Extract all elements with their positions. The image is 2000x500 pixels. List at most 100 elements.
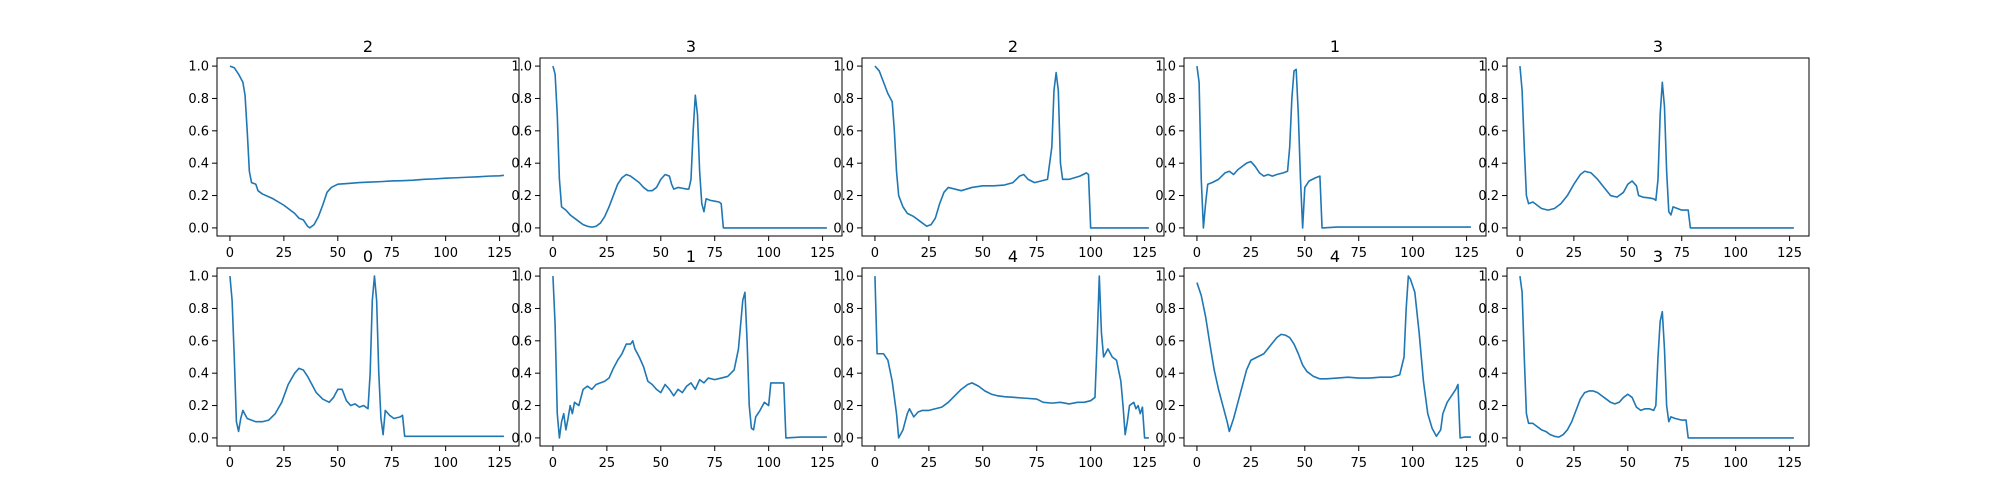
y-tick-label: 0.2	[1155, 399, 1176, 414]
subplot-title: 1	[1330, 37, 1340, 56]
x-tick-label: 125	[810, 456, 835, 471]
y-tick-label: 0.4	[188, 157, 209, 172]
y-tick-label: 1.0	[833, 270, 854, 285]
y-tick-label: 0.8	[1478, 92, 1499, 107]
y-tick-label: 0.6	[188, 124, 209, 139]
subplot-title: 1	[686, 247, 696, 266]
x-tick-label: 75	[1350, 456, 1367, 471]
axes-frame	[216, 57, 520, 237]
y-tick-label: 0.8	[833, 92, 854, 107]
x-tick-label: 0	[226, 246, 234, 261]
y-tick-label: 0.2	[188, 189, 209, 204]
x-tick-label: 50	[975, 456, 992, 471]
x-tick-label: 100	[1400, 456, 1425, 471]
y-tick-label: 0.6	[511, 124, 532, 139]
axes-frame	[861, 57, 1165, 237]
y-tick-label: 0.0	[1155, 221, 1176, 236]
x-tick-label: 75	[706, 456, 723, 471]
y-tick-label: 0.0	[511, 431, 532, 446]
series-line	[1519, 275, 1794, 439]
y-tick-label: 0.6	[833, 124, 854, 139]
y-tick-label: 0.0	[833, 431, 854, 446]
x-tick-label: 125	[487, 456, 512, 471]
x-tick-label: 0	[549, 456, 557, 471]
y-tick-label: 0.6	[1478, 124, 1499, 139]
y-tick-label: 1.0	[833, 60, 854, 75]
subplot-title: 4	[1008, 247, 1018, 266]
x-tick-label: 50	[653, 456, 670, 471]
y-tick-label: 0.4	[1155, 157, 1176, 172]
series-line	[229, 275, 504, 438]
x-tick-label: 50	[1620, 456, 1637, 471]
axes-frame	[539, 57, 843, 237]
y-tick-label: 0.6	[511, 334, 532, 349]
subplot-title: 2	[363, 37, 373, 56]
y-tick-label: 1.0	[1478, 270, 1499, 285]
y-tick-label: 0.2	[1478, 189, 1499, 204]
y-tick-label: 1.0	[1155, 270, 1176, 285]
series-line	[552, 65, 827, 229]
y-tick-label: 0.0	[833, 221, 854, 236]
x-tick-label: 125	[1454, 456, 1479, 471]
x-tick-label: 25	[921, 246, 938, 261]
x-tick-label: 75	[383, 456, 400, 471]
subplot-2: 0 25 50 75 100 125 0.0 0.2 0.4 0.6 0.8 1.0 3	[511, 37, 843, 261]
x-tick-label: 75	[1028, 246, 1045, 261]
x-tick-label: 100	[1078, 456, 1103, 471]
axes-frame	[861, 267, 1165, 447]
y-tick-label: 0.0	[188, 221, 209, 236]
y-tick-label: 0.8	[1155, 302, 1176, 317]
y-tick-label: 0.4	[833, 157, 854, 172]
x-tick-label: 100	[756, 456, 781, 471]
y-tick-label: 0.2	[1478, 399, 1499, 414]
y-tick-label: 0.2	[511, 189, 532, 204]
series-line	[1196, 65, 1471, 229]
x-tick-label: 100	[1078, 246, 1103, 261]
subplot-7: 0 25 50 75 100 125 0.0 0.2 0.4 0.6 0.8 1.0 1	[511, 247, 843, 471]
y-tick-label: 0.6	[1155, 334, 1176, 349]
y-tick-label: 0.0	[1478, 431, 1499, 446]
y-tick-label: 0.2	[833, 189, 854, 204]
x-tick-label: 0	[549, 246, 557, 261]
x-tick-label: 0	[871, 246, 879, 261]
subplot-title: 3	[1653, 37, 1663, 56]
x-tick-label: 0	[1193, 456, 1201, 471]
x-tick-label: 50	[975, 246, 992, 261]
x-tick-label: 75	[1673, 246, 1690, 261]
y-tick-label: 1.0	[1478, 60, 1499, 75]
subplot-6: 0 25 50 75 100 125 0.0 0.2 0.4 0.6 0.8 1.0 0	[188, 247, 520, 471]
y-tick-label: 1.0	[511, 270, 532, 285]
x-tick-label: 75	[1028, 456, 1045, 471]
x-tick-label: 0	[1193, 246, 1201, 261]
y-tick-label: 0.2	[188, 399, 209, 414]
x-tick-label: 50	[1297, 456, 1314, 471]
subplot-title: 3	[1653, 247, 1663, 266]
series-line	[229, 65, 504, 229]
subplot-title: 4	[1330, 247, 1340, 266]
x-tick-label: 25	[276, 246, 293, 261]
x-tick-label: 50	[1297, 246, 1314, 261]
x-tick-label: 125	[487, 246, 512, 261]
x-tick-label: 125	[1454, 246, 1479, 261]
x-tick-label: 100	[1723, 456, 1748, 471]
y-tick-label: 0.8	[511, 92, 532, 107]
y-tick-label: 0.8	[188, 92, 209, 107]
axes-frame	[1183, 57, 1487, 237]
y-tick-label: 0.2	[1155, 189, 1176, 204]
x-tick-label: 0	[1516, 456, 1524, 471]
x-tick-label: 0	[871, 456, 879, 471]
x-tick-label: 25	[599, 246, 616, 261]
subplot-10: 0 25 50 75 100 125 0.0 0.2 0.4 0.6 0.8 1.0 3	[1478, 247, 1810, 471]
y-tick-label: 1.0	[188, 60, 209, 75]
y-tick-label: 0.8	[1478, 302, 1499, 317]
series-line	[1519, 66, 1794, 229]
subplot-title: 2	[1008, 37, 1018, 56]
y-tick-label: 0.4	[1478, 157, 1499, 172]
y-tick-label: 0.6	[1155, 124, 1176, 139]
y-tick-label: 0.4	[511, 367, 532, 382]
subplot-5: 0 25 50 75 100 125 0.0 0.2 0.4 0.6 0.8 1.0 3	[1478, 37, 1810, 261]
y-tick-label: 0.4	[833, 367, 854, 382]
series-line	[874, 275, 1149, 439]
y-tick-label: 1.0	[188, 270, 209, 285]
subplot-1: 0 25 50 75 100 125 0.0 0.2 0.4 0.6 0.8 1.0 2	[188, 37, 520, 261]
